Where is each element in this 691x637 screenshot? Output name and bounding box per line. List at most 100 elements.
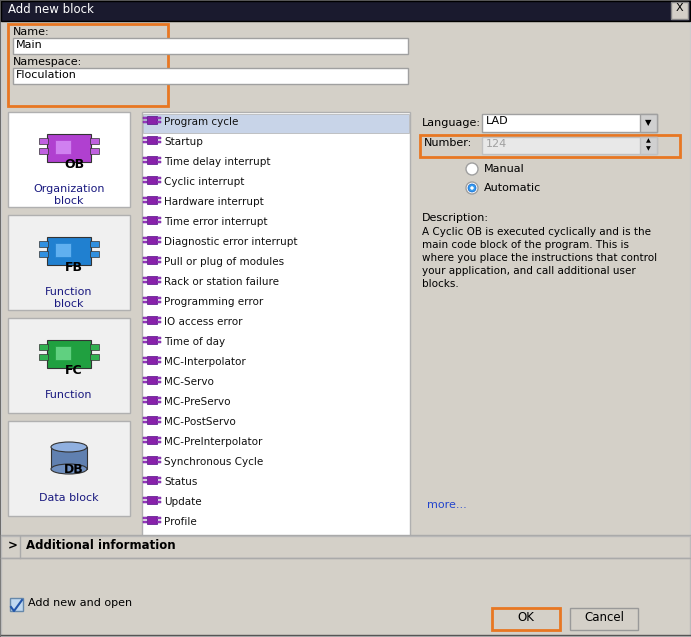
Bar [143, 241, 147, 243]
Ellipse shape [51, 442, 87, 452]
Text: Data block: Data block [39, 493, 99, 503]
Bar [147, 156, 157, 164]
Ellipse shape [51, 464, 87, 474]
Text: Time of day: Time of day [164, 337, 225, 347]
Bar [157, 521, 161, 523]
Bar [39, 241, 48, 247]
Bar [157, 237, 161, 239]
Bar [420, 135, 680, 157]
Bar [143, 117, 147, 119]
Bar [1, 558, 690, 636]
Bar [157, 497, 161, 499]
Text: Time error interrupt: Time error interrupt [164, 217, 267, 227]
Bar [671, 2, 688, 19]
Text: Hardware interrupt: Hardware interrupt [164, 197, 264, 207]
Bar [157, 457, 161, 459]
Bar [39, 138, 48, 144]
Bar [157, 257, 161, 259]
Text: MC-Interpolator: MC-Interpolator [164, 357, 246, 367]
Bar [143, 181, 147, 183]
Text: Floculation: Floculation [16, 70, 77, 80]
Bar [142, 112, 410, 542]
Bar [8, 215, 130, 310]
Text: A Cyclic OB is executed cyclically and is the: A Cyclic OB is executed cyclically and i… [422, 227, 651, 237]
Circle shape [466, 182, 478, 194]
Bar [157, 377, 161, 379]
Text: your application, and call additional user: your application, and call additional us… [422, 266, 636, 276]
Bar [157, 361, 161, 363]
Bar [157, 217, 161, 219]
Text: FC: FC [65, 364, 83, 377]
Bar [157, 501, 161, 503]
Bar [143, 137, 147, 139]
Text: Main: Main [16, 40, 43, 50]
Text: 124: 124 [486, 139, 507, 149]
Text: X: X [675, 3, 683, 13]
Text: Status: Status [164, 477, 198, 487]
Text: MC-PreInterpolator: MC-PreInterpolator [164, 437, 263, 447]
Bar [143, 121, 147, 123]
Bar [51, 447, 87, 469]
Text: Namespace:: Namespace: [13, 57, 82, 67]
Bar [147, 316, 157, 324]
Text: where you place the instructions that control: where you place the instructions that co… [422, 253, 657, 263]
Bar [143, 457, 147, 459]
Bar [143, 257, 147, 259]
Bar [143, 321, 147, 323]
Bar [143, 417, 147, 419]
Bar [492, 608, 560, 630]
Text: OB: OB [64, 158, 84, 171]
Text: IO access error: IO access error [164, 317, 243, 327]
Bar [157, 157, 161, 159]
Bar [143, 421, 147, 423]
Bar [157, 317, 161, 319]
Bar [147, 376, 157, 384]
Bar [143, 517, 147, 519]
Text: DB: DB [64, 463, 84, 476]
Bar [143, 441, 147, 443]
Bar [157, 137, 161, 139]
Bar [157, 141, 161, 143]
Bar [482, 114, 657, 132]
Bar [143, 397, 147, 399]
Bar [157, 241, 161, 243]
Text: FB: FB [65, 261, 83, 274]
Bar [143, 177, 147, 179]
Text: Add new block: Add new block [8, 3, 94, 16]
Bar [157, 401, 161, 403]
Bar [143, 217, 147, 219]
Bar [157, 177, 161, 179]
Bar [143, 381, 147, 383]
Text: MC-PostServo: MC-PostServo [164, 417, 236, 427]
Text: ▼: ▼ [645, 146, 650, 151]
Text: Function: Function [45, 390, 93, 400]
Bar [143, 461, 147, 463]
Bar [640, 114, 657, 132]
Bar [157, 341, 161, 343]
Text: main code block of the program. This is: main code block of the program. This is [422, 240, 629, 250]
Bar [157, 357, 161, 359]
Bar [143, 401, 147, 403]
Text: Diagnostic error interrupt: Diagnostic error interrupt [164, 237, 298, 247]
Bar [157, 481, 161, 483]
Text: ▼: ▼ [645, 118, 651, 127]
Text: Program cycle: Program cycle [164, 117, 238, 127]
Text: Startup: Startup [164, 137, 203, 147]
Text: Rack or station failure: Rack or station failure [164, 277, 279, 287]
Bar [8, 421, 130, 516]
Bar [143, 301, 147, 303]
Text: ▲: ▲ [645, 138, 650, 143]
Bar [157, 201, 161, 203]
Bar [147, 216, 157, 224]
Bar [147, 116, 157, 124]
Bar [143, 197, 147, 199]
Bar [147, 416, 157, 424]
Bar [90, 344, 99, 350]
Text: block: block [55, 299, 84, 309]
Bar [157, 441, 161, 443]
Bar [157, 181, 161, 183]
Bar [157, 417, 161, 419]
Bar [157, 337, 161, 339]
Circle shape [466, 163, 478, 175]
Bar [55, 140, 71, 154]
